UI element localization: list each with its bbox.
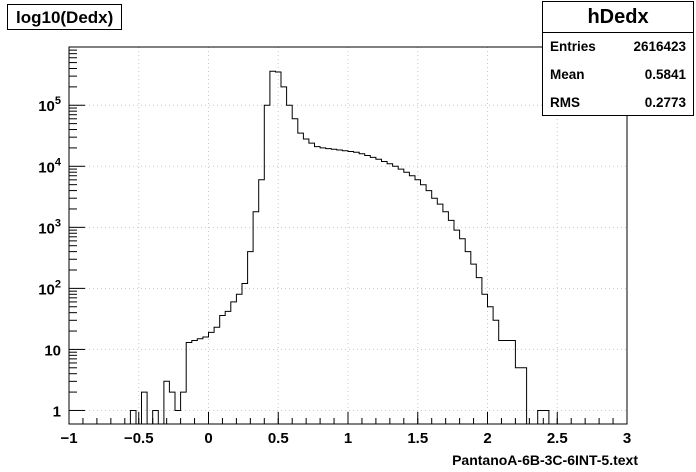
y-tick-label: 1 xyxy=(53,403,61,420)
histogram-line xyxy=(129,70,577,425)
stats-label: Mean xyxy=(550,67,585,82)
stats-label: Entries xyxy=(550,39,596,54)
x-tick-label: 3 xyxy=(623,430,631,447)
stats-title: hDedx xyxy=(543,2,693,33)
y-tick-exponent: 2 xyxy=(55,278,61,290)
stats-value: 0.5841 xyxy=(644,67,686,82)
y-axis: 1 10 102 103 104 105 xyxy=(38,46,85,420)
x-tick-label: 0.5 xyxy=(268,430,289,447)
x-tick-label: 2 xyxy=(483,430,491,447)
y-tick-label: 105 xyxy=(38,95,61,115)
x-axis-title: PantanoA-6B-3C-6INT-5.text xyxy=(452,452,638,468)
y-tick-label: 10 xyxy=(44,342,61,359)
x-tick-label: 0 xyxy=(204,430,212,447)
y-tick-label: 103 xyxy=(38,217,61,237)
histogram-title: log10(Dedx) xyxy=(7,4,123,30)
x-tick-label: −1 xyxy=(60,430,77,447)
y-tick-label: 104 xyxy=(38,156,62,176)
x-tick-label: −0.5 xyxy=(124,430,154,447)
stats-row-rms: RMS 0.2773 xyxy=(543,89,693,117)
stats-box: hDedx Entries 2616423 Mean 0.5841 RMS 0.… xyxy=(542,1,694,116)
stats-value: 0.2773 xyxy=(644,95,686,110)
x-axis: −1 −0.5 0 0.5 1 1.5 2 2.5 3 xyxy=(60,412,631,447)
stats-row-mean: Mean 0.5841 xyxy=(543,61,693,89)
stats-value: 2616423 xyxy=(633,39,686,54)
y-tick-label: 102 xyxy=(38,278,61,298)
stats-row-entries: Entries 2616423 xyxy=(543,33,693,61)
stats-label: RMS xyxy=(550,95,580,110)
x-tick-label: 2.5 xyxy=(547,430,568,447)
y-tick-exponent: 4 xyxy=(55,156,62,168)
x-tick-label: 1 xyxy=(344,430,352,447)
y-tick-exponent: 5 xyxy=(55,95,61,107)
y-tick-exponent: 3 xyxy=(55,217,61,229)
grid-lines xyxy=(68,47,628,424)
x-tick-label: 1.5 xyxy=(407,430,428,447)
